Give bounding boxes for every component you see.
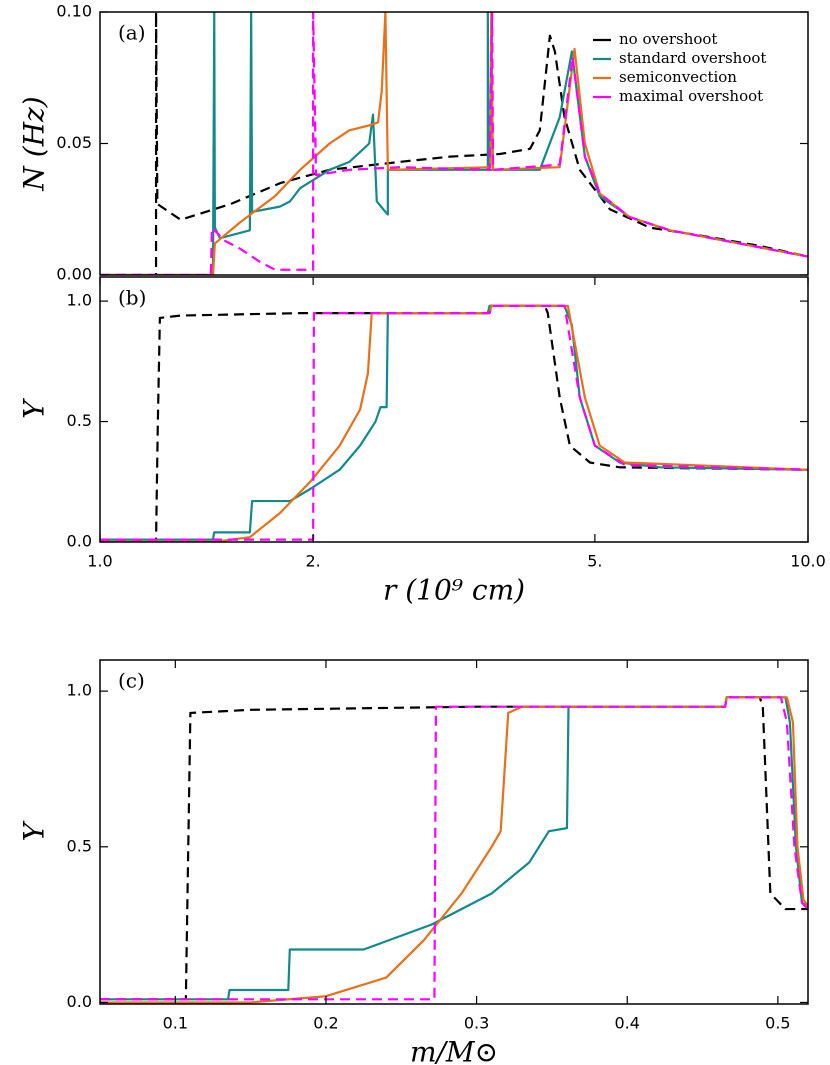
y-tick-label: 1.0 [67, 681, 92, 700]
y-axis-label: N (Hz) [18, 96, 51, 191]
y-tick-label: 0.0 [67, 532, 92, 551]
series-line [100, 696, 808, 1001]
y-tick-label: 0.5 [67, 836, 92, 855]
series-line [100, 696, 808, 1004]
y-axis-label: Y [18, 820, 51, 841]
plot-frame [99, 659, 809, 1005]
legend-label: no overshoot [619, 30, 717, 48]
legend-label: standard overshoot [619, 49, 766, 67]
x-axis-label: r (10⁹ cm) [383, 574, 525, 607]
x-tick-label: 0.4 [615, 1014, 640, 1033]
x-tick-label: 2. [305, 552, 320, 571]
legend-label: maximal overshoot [619, 87, 763, 105]
series-line [100, 696, 808, 1001]
panel-label: (a) [118, 21, 146, 45]
y-axis-label: Y [18, 398, 51, 419]
series-line [100, 696, 808, 1001]
y-tick-label: 0.5 [67, 411, 92, 430]
x-tick-label: 0.1 [163, 1014, 188, 1033]
x-tick-label: 10.0 [790, 552, 826, 571]
x-tick-label: 0.2 [313, 1014, 338, 1033]
legend-label: semiconvection [619, 68, 737, 86]
x-tick-label: 5. [587, 552, 602, 571]
panel-label: (c) [118, 669, 145, 693]
panel-label: (b) [118, 286, 146, 310]
y-tick-label: 0.0 [67, 992, 92, 1011]
x-tick-label: 0.3 [464, 1014, 489, 1033]
y-tick-label: 0.00 [56, 265, 92, 284]
series-line [100, 304, 808, 541]
series-line [100, 304, 808, 541]
plot-frame [99, 276, 809, 543]
series-line [100, 12, 808, 275]
series-line [100, 12, 808, 275]
x-axis-label: m/M⊙ [410, 1036, 498, 1065]
series-line [100, 304, 808, 541]
y-tick-label: 0.05 [56, 133, 92, 152]
series-line [100, 304, 808, 542]
y-tick-label: 0.10 [56, 2, 92, 21]
x-tick-label: 0.5 [765, 1014, 790, 1033]
y-tick-label: 1.0 [67, 291, 92, 310]
x-tick-label: 1.0 [87, 552, 112, 571]
